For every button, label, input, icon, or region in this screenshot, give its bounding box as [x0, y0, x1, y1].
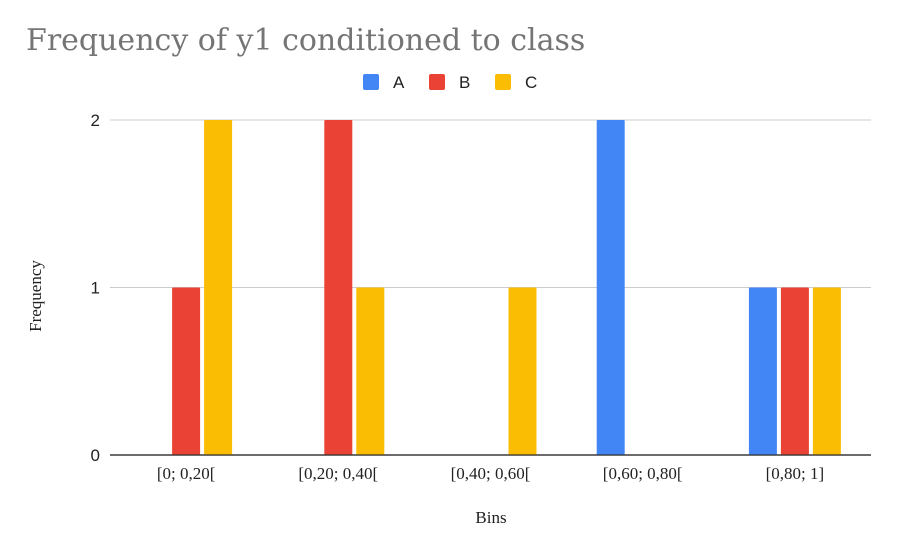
chart-title: Frequency of y1 conditioned to class [26, 23, 585, 58]
x-tick-label: [0,20; 0,40[ [298, 464, 378, 483]
bar-A-4 [748, 287, 777, 455]
y-axis-ticks: 0 1 2 [91, 111, 100, 465]
bar-B-4 [780, 287, 809, 455]
legend: A B C [363, 73, 537, 92]
y-tick-label: 1 [91, 279, 100, 298]
x-tick-label: [0,60; 0,80[ [603, 464, 683, 483]
bar-A-3 [596, 120, 625, 455]
legend-swatch-C [495, 74, 511, 90]
bar-C-1 [356, 287, 385, 455]
x-axis-ticks: [0; 0,20[ [0,20; 0,40[ [0,40; 0,60[ [0,60; … [157, 464, 824, 483]
x-tick-label: [0; 0,20[ [157, 464, 216, 483]
legend-label-A: A [393, 73, 405, 92]
legend-label-C: C [525, 73, 537, 92]
y-tick-label: 0 [91, 446, 100, 465]
legend-swatch-B [429, 74, 445, 90]
bar-C-2 [508, 287, 537, 455]
bar-C-4 [812, 287, 841, 455]
legend-label-B: B [459, 73, 470, 92]
bar-B-0 [172, 287, 201, 455]
bar-B-1 [324, 120, 353, 455]
legend-swatch-A [363, 74, 379, 90]
bars [110, 120, 871, 456]
x-tick-label: [0,80; 1] [766, 464, 825, 483]
x-tick-label: [0,40; 0,60[ [451, 464, 531, 483]
bar-C-0 [204, 120, 233, 455]
x-axis-label: Bins [475, 508, 506, 527]
y-tick-label: 2 [91, 111, 100, 130]
y-axis-label: Frequency [26, 260, 45, 332]
